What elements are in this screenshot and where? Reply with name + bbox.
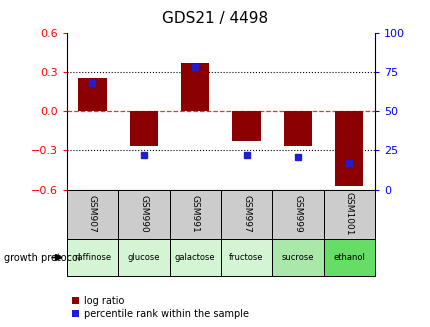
Bar [129,111,158,146]
Text: growth protocol: growth protocol [4,252,81,263]
Text: GSM999: GSM999 [293,195,302,233]
Text: GSM991: GSM991 [190,195,199,233]
Bar [169,239,220,276]
Bar [118,239,169,276]
Bar [118,190,169,239]
Text: GSM997: GSM997 [242,195,251,233]
Text: glucose: glucose [127,253,160,262]
Text: galactose: galactose [175,253,215,262]
Bar [78,78,106,111]
Bar [232,111,260,141]
Text: GSM990: GSM990 [139,195,148,233]
Bar [67,190,118,239]
Bar [272,239,323,276]
Text: GSM1001: GSM1001 [344,192,353,236]
Bar [67,239,118,276]
Bar [169,190,220,239]
Text: sucrose: sucrose [281,253,313,262]
Bar [272,190,323,239]
Bar [335,111,362,186]
Bar [323,239,374,276]
Text: GSM907: GSM907 [88,195,97,233]
Bar [323,190,374,239]
Bar [220,190,272,239]
Legend: log ratio, percentile rank within the sample: log ratio, percentile rank within the sa… [71,296,249,319]
Bar [181,63,209,111]
Text: raffinose: raffinose [74,253,111,262]
Text: ethanol: ethanol [332,253,364,262]
Bar [283,111,311,146]
Text: GDS21 / 4498: GDS21 / 4498 [162,11,268,26]
Text: fructose: fructose [229,253,263,262]
Bar [220,239,272,276]
